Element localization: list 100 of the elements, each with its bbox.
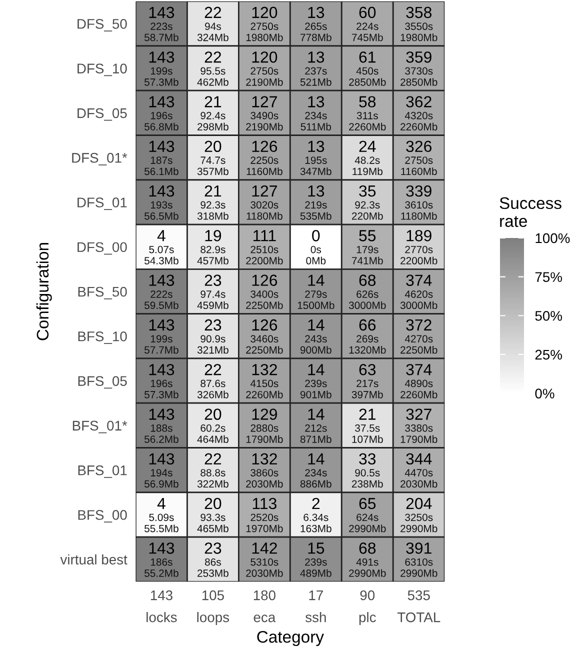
data-label: 358 3550s 1980Mb [400, 6, 438, 42]
data-label: 66 269s 1320Mb [349, 319, 386, 354]
data-label: 132 3860s 2030Mb [246, 453, 283, 488]
x-tick-label: 143 locks [146, 590, 177, 622]
x-axis-title: Category [257, 630, 324, 646]
y-tick-label: DFS_01* [72, 152, 128, 166]
data-label: 13 234s 511Mb [300, 96, 332, 130]
data-label: 23 97.4s 459Mb [197, 274, 228, 310]
color-bar-title: Success rate [500, 197, 562, 228]
data-label: 21 92.3s 318Mb [197, 185, 228, 220]
data-label: 22 87.6s 326Mb [197, 364, 228, 398]
data-label: 22 95.5s 462Mb [197, 51, 228, 86]
data-label: 0 0s 0Mb [306, 230, 326, 264]
y-tick-label: DFS_01 [78, 198, 127, 210]
data-label: 127 3020s 1180Mb [246, 185, 282, 220]
data-label: 143 187s 56.1Mb [144, 140, 178, 176]
data-label: 143 194s 56.9Mb [144, 453, 178, 488]
y-tick-label: BFS_01* [72, 420, 128, 434]
data-label: 143 199s 57.7Mb [144, 319, 178, 354]
data-label: 55 179s 741Mb [352, 230, 383, 264]
data-label: 359 3730s 2850Mb [400, 51, 438, 86]
y-tick-label: BFS_10 [78, 331, 127, 344]
data-label: 21 37.5s 107Mb [352, 408, 383, 443]
data-label: 20 74.7s 357Mb [197, 140, 228, 176]
data-label: 374 4620s 3000Mb [400, 274, 438, 310]
data-label: 2 6.34s 163Mb [300, 498, 332, 532]
data-label: 113 2520s 1970Mb [246, 498, 283, 532]
x-tick-label: 535 TOTAL [397, 590, 440, 622]
data-label: 24 48.2s 119Mb [352, 140, 382, 176]
y-tick-label: virtual best [60, 554, 128, 565]
data-label: 23 86s 253Mb [198, 542, 228, 577]
data-label: 127 3490s 2190Mb [246, 96, 283, 130]
y-tick-label: BFS_00 [78, 510, 127, 523]
data-label: 391 6310s 2990Mb [400, 542, 438, 577]
data-label: 126 3460s 2250Mb [246, 319, 283, 354]
y-tick-label: BFS_50 [78, 286, 127, 300]
data-label: 13 265s 778Mb [300, 6, 332, 42]
data-label: 14 239s 901Mb [300, 364, 332, 398]
data-label: 143 196s 56.8Mb [144, 96, 178, 130]
data-label: 14 243s 900Mb [300, 319, 332, 354]
data-label: 4 5.09s 55.5Mb [144, 498, 178, 532]
data-label: 13 237s 521Mb [300, 51, 332, 86]
x-tick-label: 90 plc [359, 590, 376, 625]
data-label: 143 196s 57.3Mb [144, 364, 178, 398]
data-label: 374 4890s 2260Mb [400, 364, 438, 398]
data-label: 143 199s 57.3Mb [144, 51, 178, 86]
data-label: 68 626s 3000Mb [348, 274, 386, 310]
y-tick-label: DFS_10 [78, 64, 127, 76]
data-label: 35 92.3s 220Mb [352, 185, 383, 220]
color-bar-label: 0% [535, 388, 554, 398]
data-label: 362 4320s 2260Mb [400, 96, 438, 130]
data-label: 111 2510s 2200Mb [246, 230, 283, 264]
color-bar-label: 50% [535, 310, 562, 321]
data-label: 143 188s 56.2Mb [144, 408, 178, 443]
data-label: 63 217s 397Mb [352, 364, 383, 398]
data-label: 204 3250s 2990Mb [400, 498, 438, 532]
data-label: 143 186s 55.2Mb [144, 542, 178, 577]
data-label: 20 60.2s 464Mb [197, 408, 228, 443]
data-label: 120 2750s 1980Mb [246, 6, 283, 42]
data-label: 142 5310s 2030Mb [246, 542, 283, 577]
data-label: 326 2750s 1160Mb [401, 140, 437, 176]
data-label: 15 239s 489Mb [300, 542, 332, 577]
data-label: 4 5.07s 54.3Mb [144, 230, 178, 264]
data-label: 23 90.9s 321Mb [197, 319, 228, 354]
data-label: 20 93.3s 465Mb [197, 498, 228, 532]
data-label: 13 195s 347Mb [300, 140, 332, 176]
y-tick-label: DFS_50 [78, 18, 127, 32]
data-label: 339 3610s 1180Mb [401, 185, 437, 220]
data-label: 120 2750s 2190Mb [246, 51, 283, 86]
data-label: 132 4150s 2260Mb [246, 364, 283, 398]
data-label: 33 90.5s 238Mb [352, 453, 383, 488]
data-label: 126 2250s 1160Mb [246, 140, 282, 176]
data-label: 143 222s 59.5Mb [144, 274, 178, 310]
data-label: 58 311s 2260Mb [349, 96, 386, 130]
data-label: 68 491s 2990Mb [349, 542, 386, 577]
data-label: 14 212s 871Mb [300, 408, 332, 443]
data-label: 21 92.4s 298Mb [198, 96, 228, 130]
data-label: 143 193s 56.5Mb [144, 185, 178, 220]
data-label: 143 223s 58.7Mb [144, 6, 178, 42]
color-bar-label: 100% [536, 233, 570, 244]
data-label: 372 4270s 2250Mb [400, 319, 438, 354]
y-tick-label: BFS_05 [78, 376, 127, 389]
x-tick-label: 105 loops [197, 590, 230, 625]
data-label: 19 82.9s 457Mb [197, 230, 228, 264]
data-label: 13 219s 535Mb [300, 185, 332, 220]
data-label: 22 94s 324Mb [197, 6, 228, 42]
data-label: 327 3380s 1790Mb [400, 408, 438, 443]
data-label: 65 624s 2990Mb [349, 498, 386, 532]
data-label: 14 279s 1500Mb [298, 274, 334, 310]
x-tick-label: 180 eca [254, 590, 276, 622]
y-tick-label: DFS_05 [78, 108, 127, 121]
data-label: 14 234s 886Mb [300, 453, 332, 488]
y-tick-label: DFS_00 [78, 242, 127, 255]
y-tick-label: BFS_01 [78, 465, 127, 478]
data-label: 344 4470s 2030Mb [400, 453, 438, 488]
data-label: 126 3400s 2250Mb [246, 274, 283, 310]
data-label: 189 2770s 2200Mb [400, 230, 438, 264]
data-label: 129 2880s 1790Mb [246, 408, 283, 443]
color-bar-label: 75% [535, 272, 562, 282]
color-bar-label: 25% [535, 350, 562, 360]
